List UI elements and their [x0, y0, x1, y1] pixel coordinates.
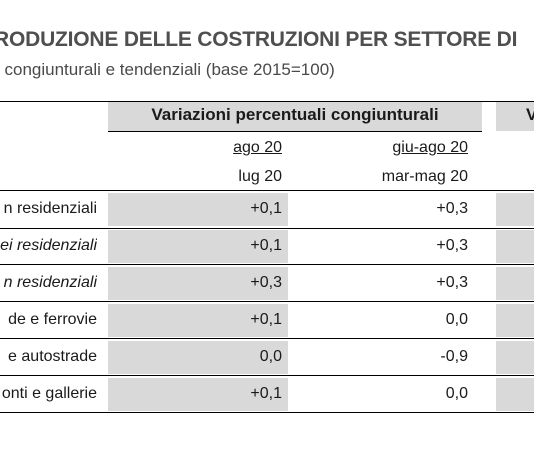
col2-header-previous: mar-mag 20 — [381, 168, 468, 185]
row-shade-next — [496, 304, 534, 337]
row-label: onti e gallerie — [1, 385, 97, 402]
value-quarterly: 0,0 — [445, 311, 468, 328]
group-header-shade — [108, 102, 482, 131]
value-quarterly: +0,3 — [436, 200, 468, 217]
table-bottom-rule — [0, 412, 534, 413]
group-header-next: V — [526, 105, 534, 124]
row-rule — [0, 301, 534, 302]
row-shade — [108, 378, 288, 411]
row-shade-next — [496, 378, 534, 411]
value-monthly: 0,0 — [259, 348, 282, 365]
report-subtitle: i congiunturali e tendenziali (base 2015… — [0, 60, 335, 79]
row-shade-next — [496, 193, 534, 226]
row-shade — [108, 304, 288, 337]
row-label: n residenziali — [3, 200, 97, 217]
row-label: ei residenziali — [0, 237, 97, 254]
row-label: e autostrade — [8, 348, 97, 365]
value-quarterly: +0,3 — [436, 237, 468, 254]
value-quarterly: +0,3 — [436, 274, 468, 291]
row-shade — [108, 267, 288, 300]
report-title: RODUZIONE DELLE COSTRUZIONI PER SETTORE … — [0, 28, 518, 51]
row-shade — [108, 341, 288, 374]
col1-header-previous: lug 20 — [238, 168, 282, 185]
value-monthly: +0,1 — [250, 200, 282, 217]
value-quarterly: -0,9 — [440, 348, 468, 365]
row-shade-next — [496, 267, 534, 300]
group-header-shade-next — [496, 102, 534, 131]
row-label: de e ferrovie — [8, 311, 97, 328]
col2-header-current: giu-ago 20 — [392, 139, 468, 156]
row-shade — [108, 193, 288, 226]
row-rule — [0, 228, 534, 229]
col1-header-current: ago 20 — [233, 139, 282, 156]
group-header-rule — [108, 131, 482, 132]
row-shade — [108, 230, 288, 263]
value-monthly: +0,1 — [250, 385, 282, 402]
table-top-rule — [0, 101, 534, 102]
row-rule — [0, 338, 534, 339]
value-quarterly: 0,0 — [445, 385, 468, 402]
row-rule — [0, 375, 534, 376]
row-rule — [0, 264, 534, 265]
row-shade-next — [496, 341, 534, 374]
row-label: n residenziali — [3, 274, 97, 291]
value-monthly: +0,3 — [250, 274, 282, 291]
header-bottom-rule — [0, 190, 534, 191]
value-monthly: +0,1 — [250, 311, 282, 328]
value-monthly: +0,1 — [250, 237, 282, 254]
group-header: Variazioni percentuali congiunturali — [151, 105, 439, 124]
row-shade-next — [496, 230, 534, 263]
